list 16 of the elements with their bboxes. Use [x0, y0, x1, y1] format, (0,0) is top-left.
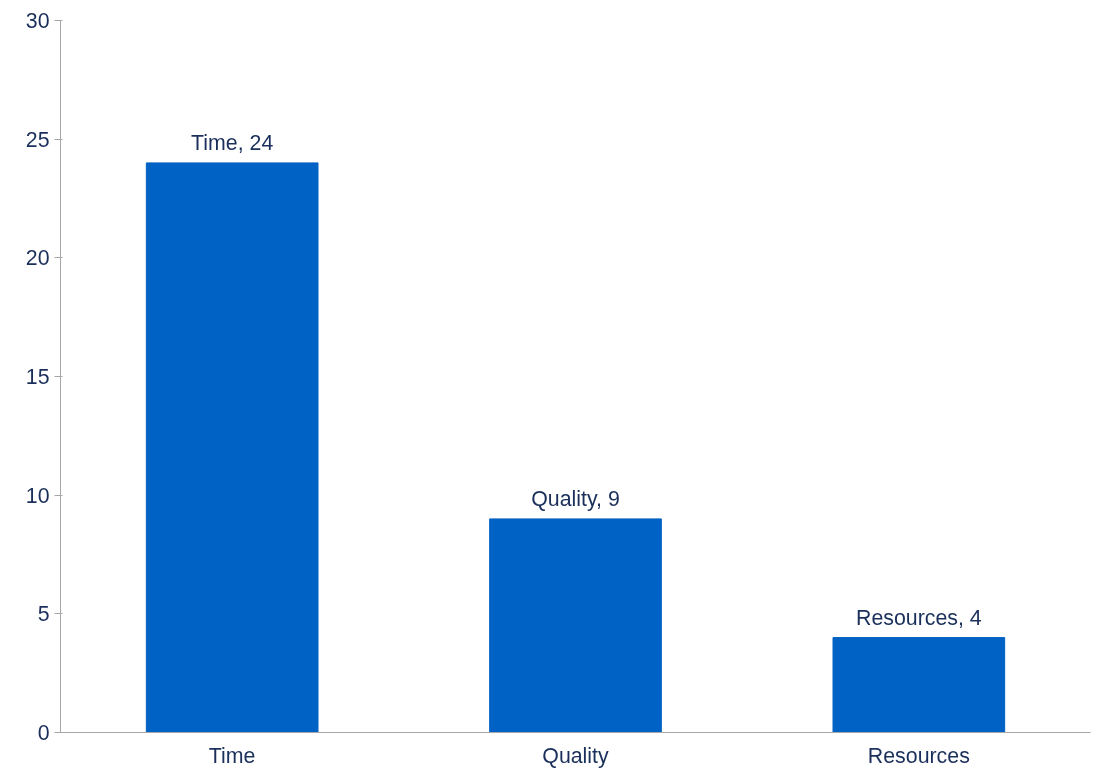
y-tick-label: 5	[37, 602, 50, 627]
bar	[489, 518, 662, 733]
x-tick-label: Time	[208, 743, 256, 768]
y-tick-label: 25	[25, 127, 50, 152]
data-label: Time, 24	[191, 130, 274, 155]
y-tick-label: 0	[37, 721, 50, 745]
bar	[832, 637, 1006, 733]
bar	[145, 162, 319, 733]
y-tick-label: 15	[25, 365, 50, 389]
x-tick-label: Resources	[867, 743, 970, 768]
data-label: Quality, 9	[531, 486, 620, 511]
data-label: Resources, 4	[856, 605, 982, 630]
y-tick-label: 30	[25, 9, 50, 33]
y-tick-label: 20	[25, 246, 50, 271]
x-tick-label: Quality	[542, 743, 610, 768]
y-tick-label: 10	[25, 483, 50, 508]
